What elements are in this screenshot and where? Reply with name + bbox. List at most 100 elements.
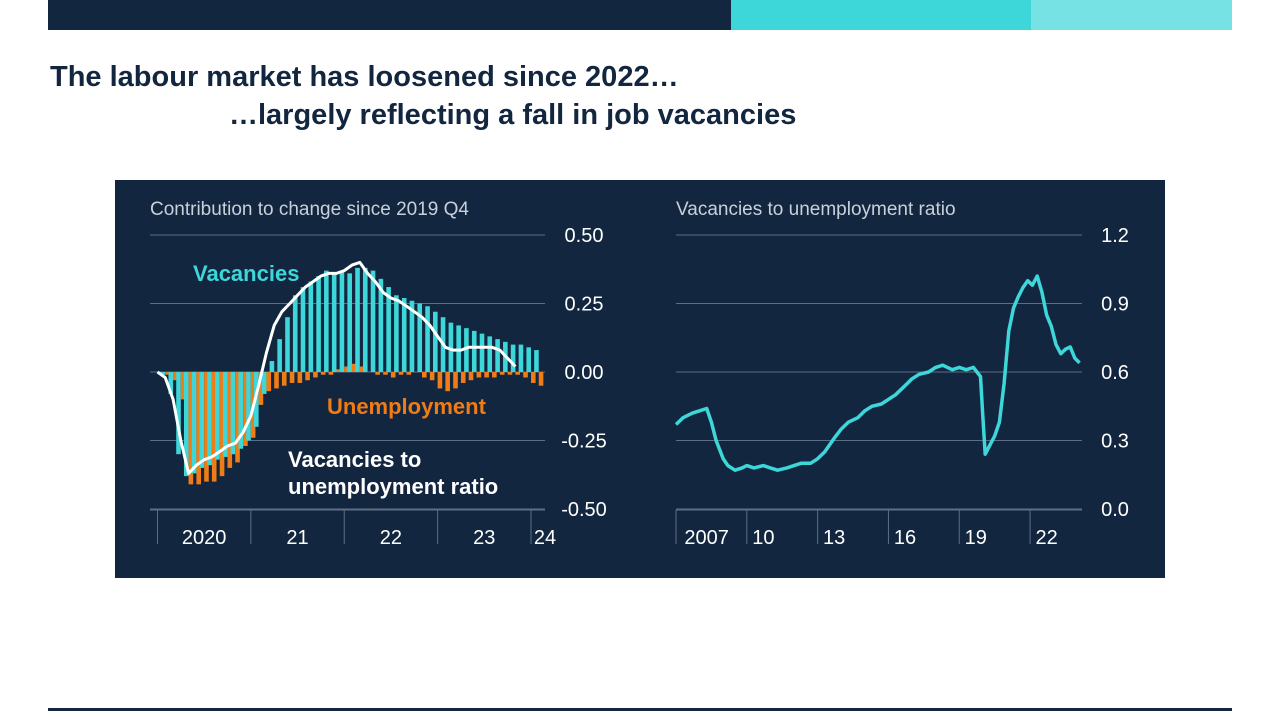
- vacancies-bar: [464, 328, 469, 372]
- ratio-line: [156, 260, 517, 475]
- vacancies-bar: [324, 270, 329, 372]
- unemployment-bar: [523, 372, 528, 378]
- unemployment-bar: [359, 366, 365, 372]
- unemployment-bar: [453, 372, 458, 389]
- unemployment-bar: [281, 372, 287, 386]
- chart-panel: Contribution to change since 2019 Q4 0.50…: [115, 180, 1165, 578]
- unemployment-bar: [507, 372, 513, 375]
- unemployment-annotation: Unemployment: [327, 394, 487, 419]
- chart1-y-tick-label: -0.25: [561, 431, 607, 453]
- chart2-x-tick-label: 2007: [684, 527, 729, 549]
- vacancies-bar: [215, 372, 220, 460]
- vacancies-bar: [207, 372, 212, 466]
- vacancies-bar: [362, 267, 368, 372]
- vacancies-bar: [160, 372, 166, 375]
- chart1-title: Contribution to change since 2019 Q4: [150, 199, 469, 220]
- chart2-x-tick-label: 10: [752, 527, 774, 549]
- vacancies-bar: [386, 287, 391, 372]
- unemployment-bar: [484, 372, 489, 378]
- unemployment-bar: [530, 372, 536, 383]
- unemployment-bar: [406, 372, 412, 375]
- vacancies-bar: [331, 273, 337, 372]
- unemployment-bar: [445, 372, 450, 392]
- vacancies-bar: [425, 306, 430, 372]
- footer-rule: [48, 708, 1232, 711]
- vacancies-bar: [518, 344, 524, 372]
- vacancies-bar: [316, 276, 321, 372]
- unemployment-bar: [383, 372, 388, 375]
- unemployment-bar: [227, 372, 233, 468]
- unemployment-bar: [375, 372, 380, 375]
- chart2-y-tick-label: 0.3: [1101, 431, 1129, 453]
- unemployment-bar: [351, 363, 357, 372]
- header-bar-teal: [731, 0, 1031, 30]
- unemployment-bar: [211, 372, 217, 482]
- chart2-x-tick-label: 13: [823, 527, 845, 549]
- charts-svg: Contribution to change since 2019 Q4 0.50…: [150, 199, 1129, 549]
- unemployment-bar: [390, 372, 396, 378]
- vacancies-bar: [191, 372, 197, 474]
- vacancies-annotation: Vacancies: [193, 261, 299, 286]
- chart1-y-tick-label: 0.00: [565, 362, 604, 384]
- vacancies-bar: [471, 330, 477, 372]
- unemployment-bar: [196, 372, 202, 485]
- slide-title-line-1: The labour market has loosened since 202…: [50, 61, 679, 93]
- chart2-y-tick-label: 0.0: [1101, 499, 1129, 521]
- unemployment-bar: [499, 372, 505, 375]
- unemployment-bar: [398, 372, 404, 375]
- chart2-x-tick-label: 22: [1035, 527, 1057, 549]
- unemployment-bar: [243, 372, 248, 446]
- ratio-annotation-line1: Vacancies to: [288, 447, 421, 472]
- vacancies-bar: [433, 311, 438, 372]
- unemployment-bar: [429, 372, 435, 381]
- vacancies-bar: [222, 372, 228, 457]
- vacancies-bar: [199, 372, 205, 468]
- vacancies-bar: [308, 281, 314, 372]
- vacancies-bar: [261, 372, 267, 394]
- unemployment-bar: [165, 372, 170, 375]
- vacancies-bar: [394, 295, 399, 372]
- chart2-y-tick-label: 0.6: [1101, 362, 1129, 384]
- unemployment-bar: [274, 372, 279, 389]
- unemployment-bar: [235, 372, 240, 463]
- unemployment-bar: [180, 372, 186, 400]
- vacancies-bar: [277, 339, 282, 372]
- unemployment-bar: [258, 372, 264, 405]
- chart1-x-tick-label: 24: [534, 527, 556, 549]
- unemployment-bar: [468, 372, 474, 381]
- unemployment-bar: [460, 372, 466, 383]
- chart1-y-tick-label: -0.50: [561, 499, 607, 521]
- chart1-y-tick-label: 0.25: [565, 294, 604, 316]
- unemployment-bar: [297, 372, 303, 383]
- vu-ratio-line: [674, 274, 1081, 472]
- vacancies-bar: [230, 372, 236, 455]
- vacancies-bar: [238, 372, 244, 449]
- unemployment-bar: [188, 372, 194, 485]
- chart2-x-tick-label: 19: [965, 527, 987, 549]
- chart2-x-tick-label: 16: [894, 527, 916, 549]
- unemployment-bar: [437, 372, 443, 389]
- vacancies-bar: [183, 372, 189, 477]
- vacancies-bar: [339, 270, 345, 372]
- unemployment-bar: [336, 369, 342, 372]
- ratio-annotation-line2: unemployment ratio: [288, 474, 498, 499]
- unemployment-bar: [173, 372, 178, 381]
- vacancies-bar: [285, 317, 290, 372]
- unemployment-bar: [313, 372, 318, 378]
- unemployment-bar: [492, 372, 497, 378]
- vacancies-bar: [417, 303, 423, 372]
- unemployment-bar: [344, 366, 349, 372]
- chart1-x-tick-label: 21: [286, 527, 308, 549]
- chart1-x-tick-label: 22: [380, 527, 402, 549]
- chart2-y-tick-label: 1.2: [1101, 225, 1129, 247]
- unemployment-bar: [320, 372, 326, 375]
- vacancies-bar: [487, 336, 493, 372]
- vacancies-bar: [168, 372, 174, 394]
- header-bar-navy: [48, 0, 731, 30]
- vacancies-bar: [526, 347, 531, 372]
- chart1-y-tick-label: 0.50: [565, 225, 604, 247]
- unemployment-bar: [476, 372, 482, 378]
- unemployment-bar: [305, 372, 310, 381]
- vacancies-bar: [401, 298, 407, 372]
- unemployment-bar: [422, 372, 427, 378]
